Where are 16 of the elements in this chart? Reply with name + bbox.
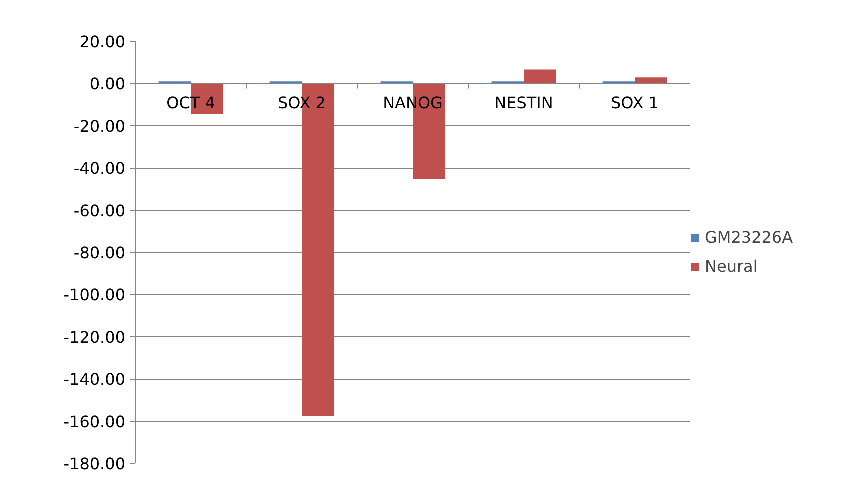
y-tick-label: -160.00 (64, 412, 126, 432)
y-tick-label: -120.00 (64, 328, 126, 347)
y-tick-label: -140.00 (64, 370, 126, 390)
y-tick-label: -100.00 (64, 286, 126, 305)
bar (524, 70, 556, 84)
legend-label: GM23226A (705, 228, 794, 247)
y-tick-label: -40.00 (74, 159, 126, 178)
legend-label: Neural (705, 257, 758, 276)
y-tick-label: -180.00 (64, 454, 126, 474)
y-tick-label: -20.00 (74, 116, 126, 136)
y-tick-label: -60.00 (74, 201, 126, 220)
x-tick-label: SOX 1 (611, 94, 659, 113)
y-tick-label: 0.00 (90, 74, 126, 94)
y-tick-label: 20.00 (80, 32, 126, 52)
y-tick-label: -80.00 (74, 244, 126, 262)
x-tick-label: NESTIN (494, 94, 554, 113)
